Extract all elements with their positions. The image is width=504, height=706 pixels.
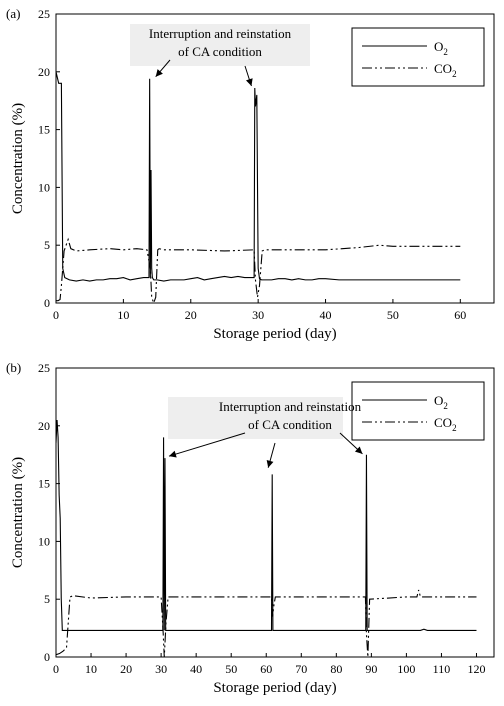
- annotation-box: [130, 24, 310, 66]
- x-tick-label: 20: [120, 662, 132, 676]
- x-tick-label: 60: [454, 308, 466, 322]
- x-tick-label: 50: [225, 662, 237, 676]
- x-tick-label: 30: [252, 308, 264, 322]
- y-tick-label: 10: [38, 534, 50, 548]
- y-tick-label: 10: [38, 180, 50, 194]
- y-tick-label: 5: [44, 592, 50, 606]
- annotation-arrowhead: [168, 450, 177, 458]
- y-tick-label: 15: [38, 123, 50, 137]
- annotation-text: of CA condition: [248, 417, 332, 432]
- annotation-text: of CA condition: [178, 44, 262, 59]
- x-tick-label: 110: [433, 662, 451, 676]
- x-tick-label: 40: [320, 308, 332, 322]
- legend-label-o2: O2: [434, 39, 448, 57]
- annotation-text: Interruption and reinstation: [149, 26, 292, 41]
- legend-label-o2: O2: [434, 393, 448, 411]
- x-tick-label: 10: [85, 662, 97, 676]
- legend-label-co2: CO2: [434, 415, 457, 433]
- panel-label: (b): [6, 360, 21, 375]
- x-axis-label: Storage period (day): [213, 326, 336, 342]
- annotation-arrowhead: [266, 460, 274, 468]
- x-tick-label: 20: [185, 308, 197, 322]
- x-tick-label: 100: [397, 662, 415, 676]
- x-tick-label: 50: [387, 308, 399, 322]
- y-axis-label: Concentration (%): [10, 457, 26, 568]
- y-tick-label: 5: [44, 238, 50, 252]
- series-line-o2: [56, 71, 461, 282]
- x-tick-label: 120: [467, 662, 485, 676]
- x-tick-label: 60: [260, 662, 272, 676]
- x-tick-label: 90: [365, 662, 377, 676]
- annotation-text: Interruption and reinstation: [219, 399, 362, 414]
- legend-box: [351, 27, 485, 87]
- annotation: Interruption and reinstation of CA condit…: [168, 397, 363, 468]
- panel-label: (a): [6, 6, 20, 21]
- plot-frame: [55, 367, 495, 658]
- annotation-box: [168, 397, 343, 439]
- x-tick-label: 40: [190, 662, 202, 676]
- legend-label-co2: CO2: [434, 61, 457, 79]
- annotation-arrowhead: [155, 69, 163, 77]
- y-tick-label: 25: [38, 361, 50, 375]
- y-tick-label: 20: [38, 65, 50, 79]
- series-line-co2: [56, 237, 461, 303]
- y-tick-label: 0: [44, 650, 50, 664]
- y-tick-label: 25: [38, 7, 50, 21]
- x-tick-label: 10: [117, 308, 129, 322]
- chart-panel-a: (a) 0 10 20 30 40 50 60 0 5 10 15 20 25 Storage period…: [6, 6, 495, 342]
- legend-box: [351, 381, 485, 441]
- x-tick-label: 80: [330, 662, 342, 676]
- annotation-arrowhead: [245, 78, 253, 86]
- series-line-o2: [56, 419, 477, 631]
- x-tick-label: 70: [295, 662, 307, 676]
- annotation-arrow: [168, 432, 246, 457]
- y-tick-label: 0: [44, 296, 50, 310]
- x-tick-label: 0: [53, 662, 59, 676]
- chart-panel-b: (b) 0 10 20 30 40 50 60 70 80 90 100 110 120 0 5 10 15 20 2…: [6, 360, 495, 696]
- annotation: Interruption and reinstation of CA condit…: [130, 24, 310, 87]
- y-tick-label: 15: [38, 477, 50, 491]
- y-tick-label: 20: [38, 419, 50, 433]
- x-tick-label: 30: [155, 662, 167, 676]
- x-axis-label: Storage period (day): [213, 680, 336, 696]
- annotation-arrowhead: [354, 446, 363, 454]
- plot-frame: [55, 13, 495, 304]
- y-axis-label: Concentration (%): [10, 103, 26, 214]
- x-tick-label: 0: [53, 308, 59, 322]
- series-line-co2: [56, 589, 477, 657]
